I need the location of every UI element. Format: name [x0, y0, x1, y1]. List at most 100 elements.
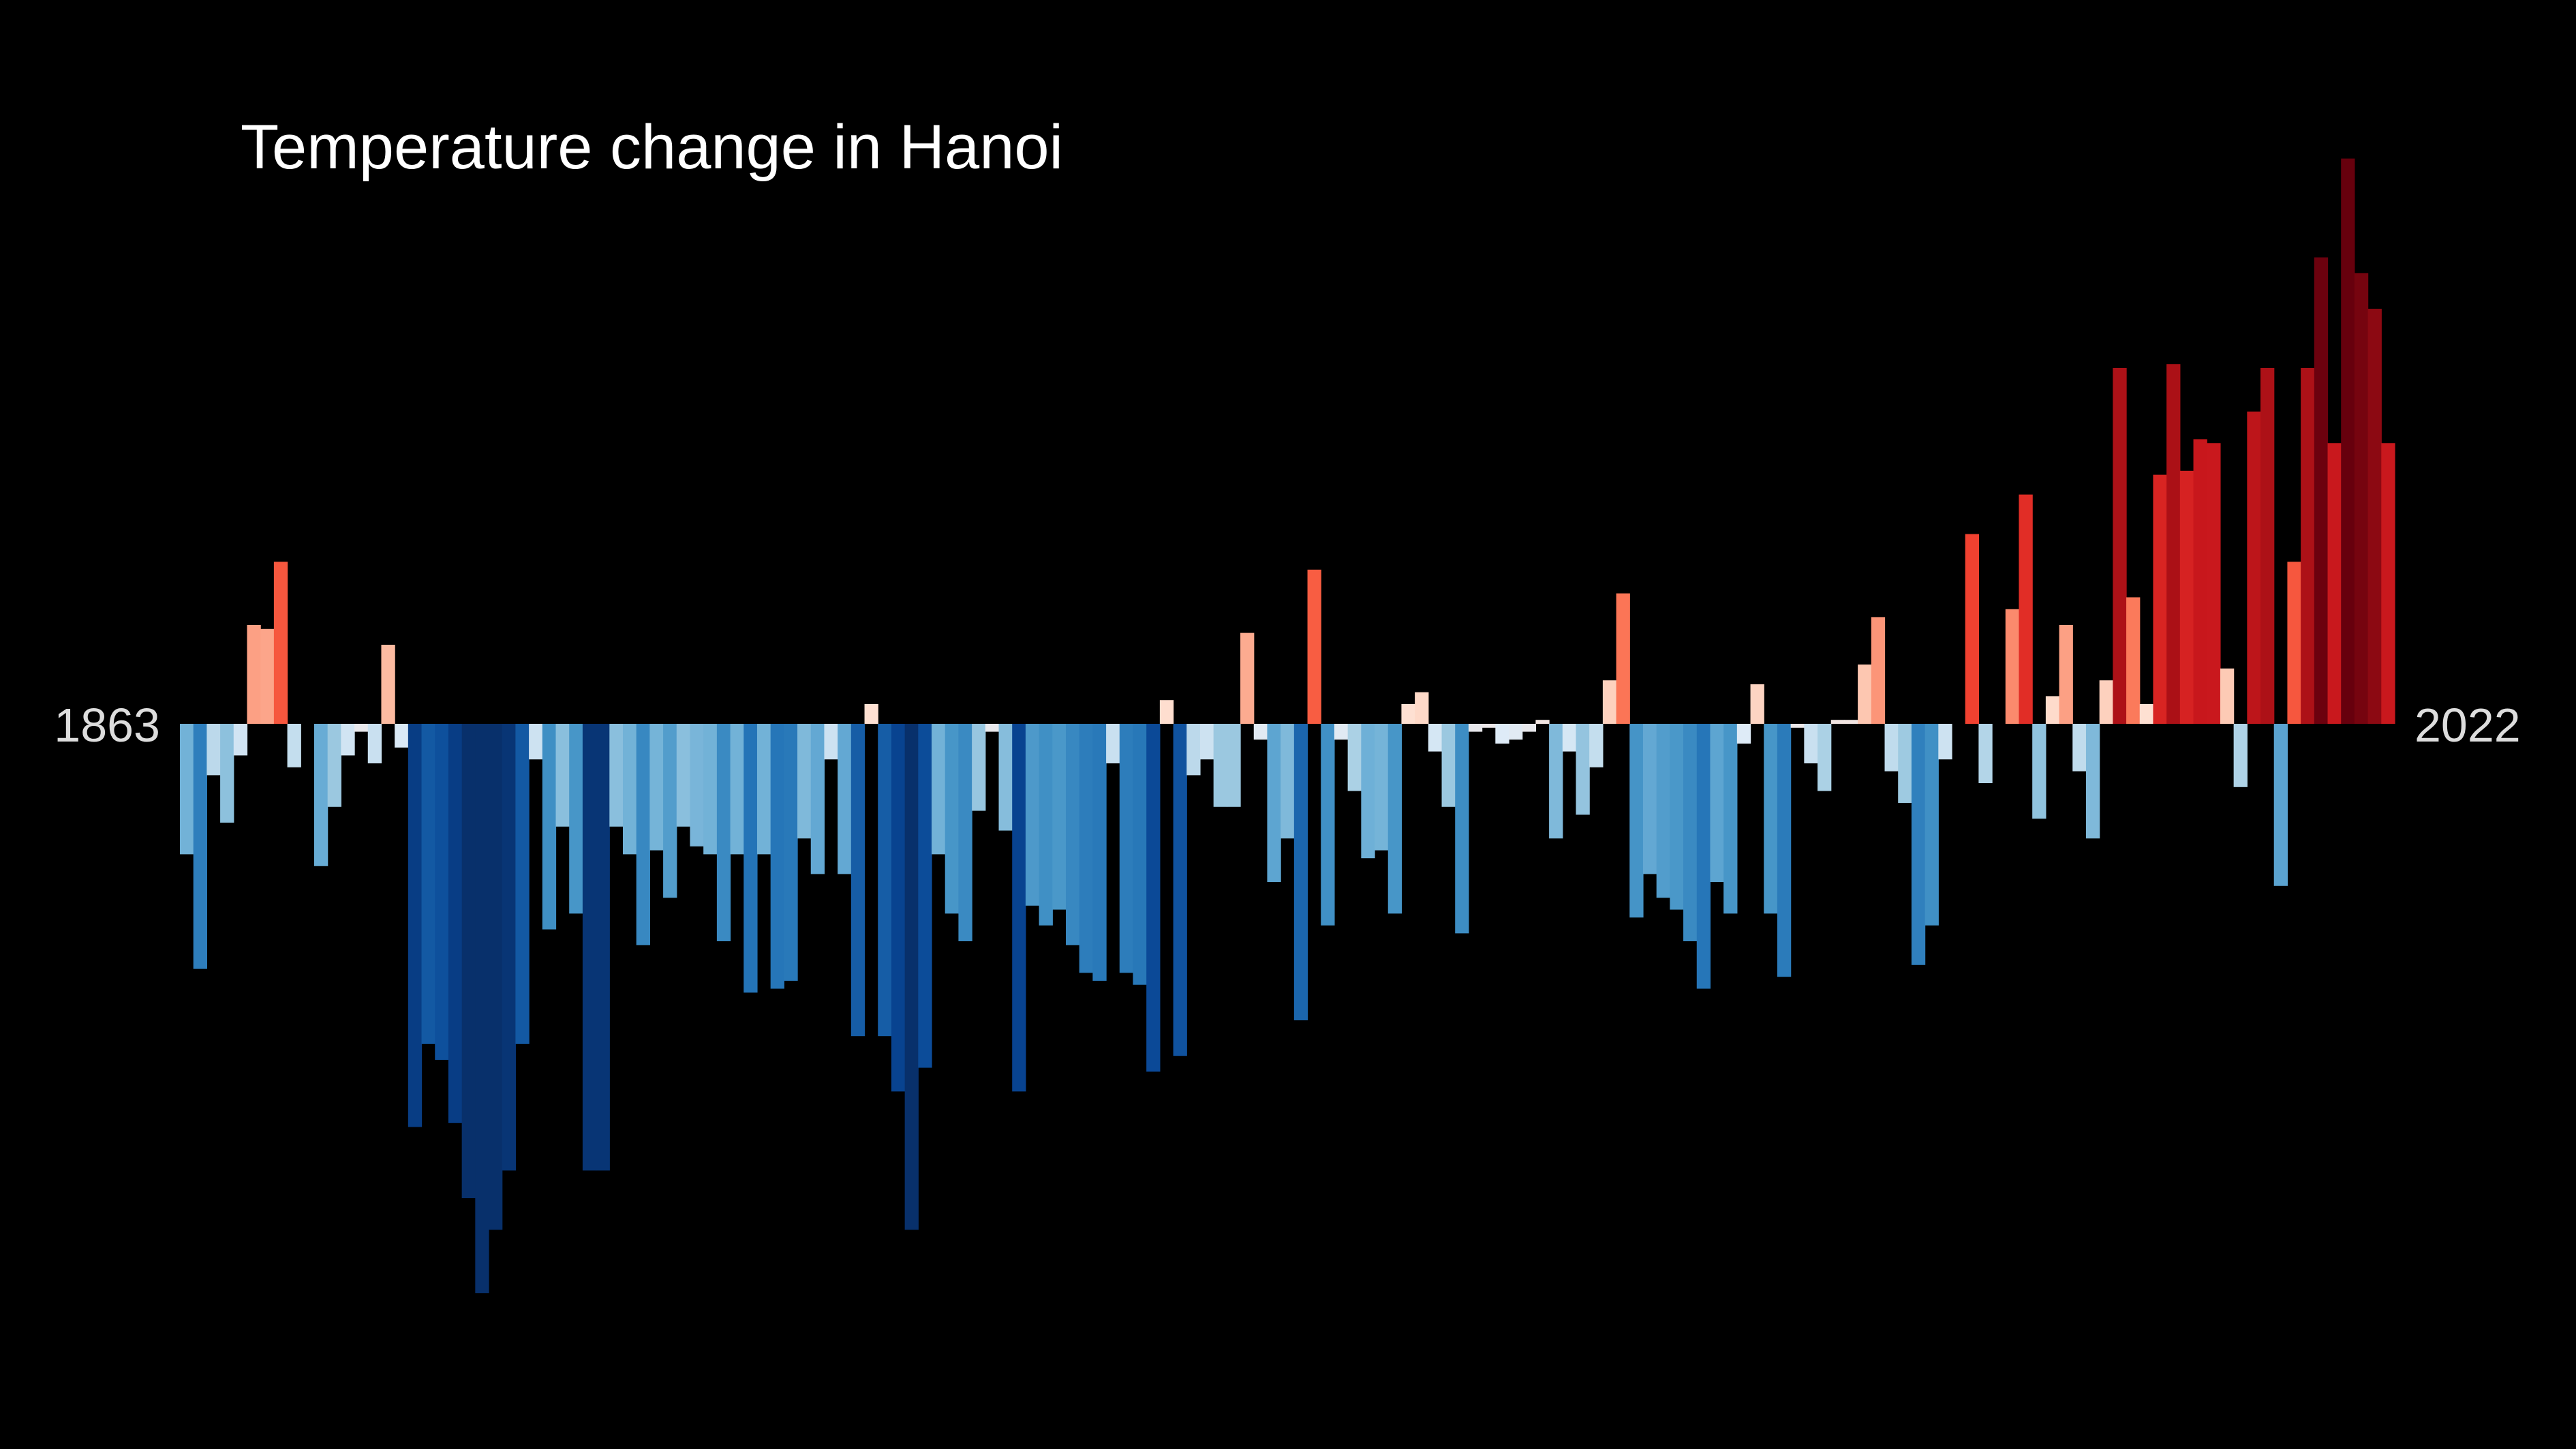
bar-1987	[1844, 720, 1858, 724]
bar-1977	[1710, 724, 1724, 882]
bar-1870	[273, 562, 288, 724]
bar-1966	[1562, 724, 1577, 752]
bar-1945	[1281, 724, 1295, 839]
bar-1958	[1455, 724, 1469, 934]
bar-1992	[1911, 724, 1926, 965]
bar-1880	[408, 724, 423, 1127]
bar-1953	[1387, 724, 1402, 914]
bar-2021	[2301, 368, 2315, 724]
bar-1978	[1723, 724, 1738, 914]
bar-2026	[2367, 309, 2382, 724]
bar-1973	[1656, 724, 1670, 898]
bar-2003	[2059, 625, 2073, 724]
bar-1993	[1925, 724, 1939, 926]
bar-1940	[1213, 724, 1227, 807]
bar-1917	[904, 724, 919, 1230]
bar-1975	[1683, 724, 1698, 941]
bar-1896	[623, 724, 637, 855]
bar-1943	[1253, 724, 1268, 740]
bar-1923	[985, 724, 1000, 732]
bar-1939	[1199, 724, 1214, 760]
bar-1961	[1495, 724, 1509, 744]
bar-1915	[878, 724, 892, 1037]
bar-1907	[770, 724, 784, 989]
bar-1989	[1871, 617, 1886, 724]
bar-1983	[1790, 724, 1805, 728]
bar-1960	[1482, 724, 1496, 728]
bar-1868	[247, 625, 261, 724]
bar-1984	[1804, 724, 1818, 763]
bar-1888	[515, 724, 530, 1044]
bar-1988	[1858, 665, 1872, 724]
bar-1924	[998, 724, 1013, 831]
bar-1930	[1079, 724, 1093, 973]
bar-1894	[596, 724, 610, 1171]
bar-1976	[1696, 724, 1711, 989]
bar-1897	[636, 724, 650, 945]
bar-1959	[1468, 724, 1483, 732]
bar-1908	[784, 724, 798, 981]
start-year-label: 1863	[54, 699, 160, 752]
bar-1928	[1052, 724, 1067, 910]
bar-1883	[448, 724, 463, 1123]
bar-1902	[703, 724, 718, 855]
bar-1937	[1173, 724, 1187, 1056]
bar-1946	[1293, 724, 1308, 1020]
end-year-label: 2022	[2414, 699, 2521, 752]
bar-1934	[1133, 724, 1147, 985]
bar-2020	[2287, 562, 2301, 724]
bar-1925	[1012, 724, 1026, 1092]
bar-1931	[1092, 724, 1107, 981]
bar-1936	[1159, 700, 1174, 724]
bar-1891	[555, 724, 570, 827]
bar-2004	[2072, 724, 2087, 772]
chart-title: Temperature change in Hanoi	[241, 112, 1063, 182]
bar-1885	[475, 724, 489, 1294]
bar-1944	[1267, 724, 1281, 882]
bar-2015	[2220, 668, 2235, 724]
bar-2002	[2045, 696, 2060, 724]
bar-2007	[2113, 368, 2127, 724]
bar-1948	[1321, 724, 1335, 926]
bar-2017	[2247, 411, 2261, 724]
bar-2012	[2179, 470, 2194, 724]
bar-1964	[1535, 720, 1550, 724]
bar-1980	[1750, 684, 1764, 724]
bar-1974	[1670, 724, 1684, 910]
bar-1927	[1039, 724, 1053, 926]
bar-1921	[958, 724, 972, 941]
bar-2019	[2273, 724, 2288, 886]
bar-1879	[395, 724, 409, 748]
bar-1935	[1146, 724, 1161, 1072]
bar-2023	[2327, 443, 2342, 724]
bar-2025	[2354, 273, 2369, 724]
bar-2011	[2166, 364, 2181, 724]
bar-1919	[932, 724, 946, 855]
bar-1876	[354, 724, 369, 732]
bar-1864	[193, 724, 207, 969]
bar-1912	[838, 724, 852, 874]
bar-1941	[1227, 724, 1241, 807]
bar-1956	[1428, 724, 1443, 752]
bar-1900	[676, 724, 691, 827]
bar-1926	[1025, 724, 1040, 906]
bar-1981	[1764, 724, 1778, 914]
bar-2009	[2139, 704, 2154, 724]
bar-1892	[569, 724, 583, 914]
bar-1867	[233, 724, 248, 756]
bar-2016	[2233, 724, 2248, 787]
bars-group	[180, 158, 2395, 1294]
bar-1991	[1898, 724, 1912, 803]
bar-1972	[1642, 724, 1657, 874]
bar-1899	[663, 724, 677, 898]
bar-1903	[716, 724, 731, 941]
bar-2010	[2153, 474, 2167, 724]
bar-2000	[2019, 494, 2033, 724]
bar-2005	[2085, 724, 2100, 839]
bar-1963	[1522, 724, 1536, 732]
bar-1875	[341, 724, 355, 756]
bar-1904	[730, 724, 744, 855]
bar-1965	[1549, 724, 1563, 839]
bar-1997	[1978, 724, 1993, 783]
bar-1909	[797, 724, 812, 839]
